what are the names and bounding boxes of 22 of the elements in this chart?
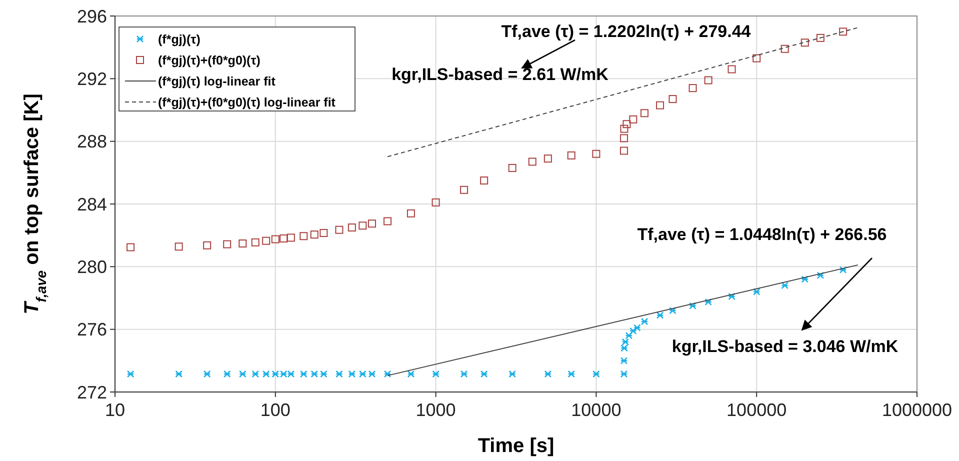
legend-label: (f*gj)(τ)+(f0*g0)(τ) log-linear fit [158, 95, 336, 110]
y-tick-label: 296 [76, 6, 107, 26]
y-tick-label: 280 [76, 256, 107, 277]
y-tick-label: 272 [76, 382, 107, 402]
y-tick-label: 288 [76, 132, 107, 152]
annotation: Tf,ave (τ) = 1.0448ln(τ) + 266.56 [637, 225, 887, 244]
legend-label: (f*gj)(τ) [158, 32, 200, 46]
x-tick-label: 1000 [416, 400, 456, 420]
y-tick-label: 276 [76, 320, 107, 340]
x-axis-title: Time [s] [478, 435, 554, 457]
legend-label: (f*gj)(τ) log-linear fit [158, 74, 276, 88]
x-tick-label: 1000000 [882, 400, 952, 420]
annotation: kgr,ILS-based = 3.046 W/mK [672, 337, 899, 356]
x-tick-label: 10000 [571, 400, 622, 420]
legend-label: (f*gj)(τ)+(f0*g0)(τ) [158, 53, 260, 68]
annotation: kgr,ILS-based = 2.61 W/mK [392, 65, 610, 84]
y-tick-label: 284 [76, 194, 107, 214]
x-tick-label: 10 [104, 400, 126, 420]
x-tick-label: 100000 [726, 400, 787, 420]
annotation: Tf,ave (τ) = 1.2202ln(τ) + 279.44 [501, 22, 752, 41]
x-tick-label: 100 [260, 400, 290, 420]
y-tick-label: 292 [76, 68, 107, 89]
